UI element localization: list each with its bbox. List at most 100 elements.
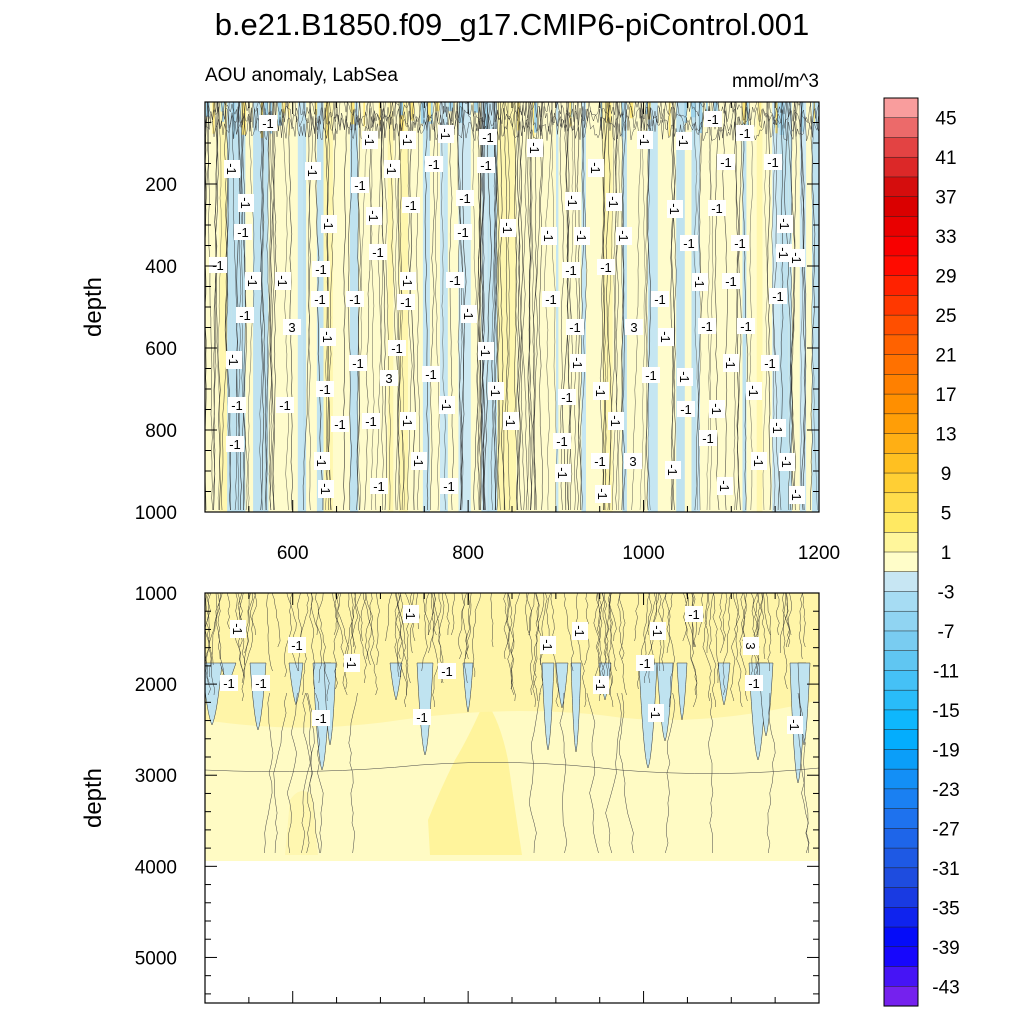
contour-line: [284, 593, 292, 678]
contour-label-text: -1: [262, 116, 274, 131]
contour-label-box: [677, 368, 693, 386]
blue-tongue: [570, 662, 582, 753]
contour-label-text: -1: [239, 308, 251, 323]
contour-label: -1: [438, 663, 456, 679]
contour-label-box: [708, 200, 726, 216]
contour-label-box: [362, 131, 378, 149]
contour-line: [250, 593, 257, 636]
contour-label-box: [259, 115, 277, 131]
contour-label: -1: [574, 227, 590, 245]
contour-line: [363, 593, 378, 696]
contour-label: -1: [723, 354, 739, 372]
contour-label-box: [769, 288, 787, 304]
contour-label-box: [226, 351, 242, 369]
blue-tongue: [555, 662, 569, 709]
colorbar-tick-label: -23: [932, 780, 959, 801]
upper-y-axis-label: depth: [80, 277, 107, 337]
contour-label-text: -1: [428, 157, 440, 172]
contour-label: -1: [565, 192, 581, 210]
surface-band: [350, 102, 355, 125]
contour-label-box: [380, 370, 398, 386]
contour-label: -1: [541, 227, 557, 245]
contour-line: [507, 593, 515, 690]
contour-label-text: -1: [688, 607, 700, 622]
contour-line: [336, 593, 349, 666]
contour-label: -1: [230, 620, 246, 638]
contour-line: [714, 102, 720, 511]
upper-panel: -1 -1 -1 -1 -1 -1 -1 -1 -1 -1 -1 -1 -1 -1 -1 -1 -1 -1 -1 -1…: [80, 101, 840, 564]
contour-label-text: -1: [767, 155, 779, 170]
surface-band: [402, 102, 404, 138]
contour-label: -1: [566, 319, 584, 335]
contour-label-box: [722, 273, 740, 289]
contour-line: [704, 593, 710, 653]
contour-label: -1: [770, 419, 786, 437]
contour-label-box: [777, 215, 793, 233]
contour-line: [423, 593, 430, 636]
contour-line: [756, 593, 762, 636]
contour-line: [608, 593, 617, 672]
contour-label-box: [636, 655, 654, 671]
contour-label-box: [438, 663, 456, 679]
contour-label: -1: [553, 433, 571, 449]
contour-line: [457, 102, 464, 511]
contour-line: [348, 593, 356, 654]
contour-label: -1: [477, 157, 495, 173]
contour-band: [253, 102, 264, 512]
contour-label-box: [446, 272, 464, 288]
contour-label-text: -1: [739, 126, 751, 141]
contour-label-text: -1: [658, 331, 673, 343]
surface-band: [647, 102, 651, 120]
contour-label: -1: [400, 412, 416, 430]
contour-line: [342, 102, 348, 511]
contour-band: [497, 102, 506, 512]
contour-label-box: [555, 464, 571, 482]
colorbar-box: [883, 591, 919, 612]
contour-label-box: [764, 154, 782, 170]
contour-label-box: [478, 342, 494, 360]
colorbar-tick-label: 25: [935, 306, 956, 327]
contour-line: [499, 102, 506, 511]
contour-band: [513, 102, 516, 512]
contour-line: [622, 102, 627, 511]
contour-label-box: [677, 401, 695, 417]
contour-label-box: [692, 273, 708, 291]
contour-label: -1: [708, 200, 726, 216]
contour-label: -1: [288, 637, 306, 653]
contour-label-box: [461, 305, 477, 323]
surface-band: [775, 102, 778, 134]
surface-band: [534, 102, 538, 133]
contour-label-box: [411, 452, 427, 470]
contour-label-text: -1: [488, 385, 503, 397]
contour-line: [799, 102, 804, 511]
colorbar-tick-label: -35: [932, 898, 959, 919]
contour-line: [514, 102, 519, 511]
contour-label-box: [542, 291, 560, 307]
contour-label: -1: [692, 273, 708, 291]
contour-label-text: -1: [291, 638, 303, 653]
contour-label-box: [776, 244, 792, 262]
contour-line: [240, 102, 247, 511]
contour-label-box: [413, 709, 431, 725]
contour-line-deep: [605, 692, 622, 854]
contour-line: [360, 593, 367, 642]
colorbar-box: [883, 867, 919, 889]
colorbar-box: [883, 295, 919, 316]
colorbar-box: [883, 926, 919, 948]
contour-line: [719, 593, 725, 642]
surface-band: [427, 102, 431, 122]
contour-label: -1: [500, 219, 516, 237]
contour-label: -1: [751, 452, 767, 470]
contour-line: [503, 593, 511, 660]
colorbar-tick-label: -27: [932, 819, 959, 840]
colorbar-tick-label: 21: [935, 346, 956, 367]
contour-line: [394, 593, 400, 678]
colorbar-tick-label: -7: [938, 622, 955, 643]
contour-label-box: [658, 328, 674, 346]
contour-label-box: [625, 319, 643, 335]
contour-label-text: -1: [321, 218, 336, 230]
colorbar-tick-label: 17: [935, 385, 956, 406]
surface-band: [606, 102, 611, 123]
contour-label-text: -1: [777, 218, 792, 230]
contour-label-text: -1: [789, 252, 804, 264]
